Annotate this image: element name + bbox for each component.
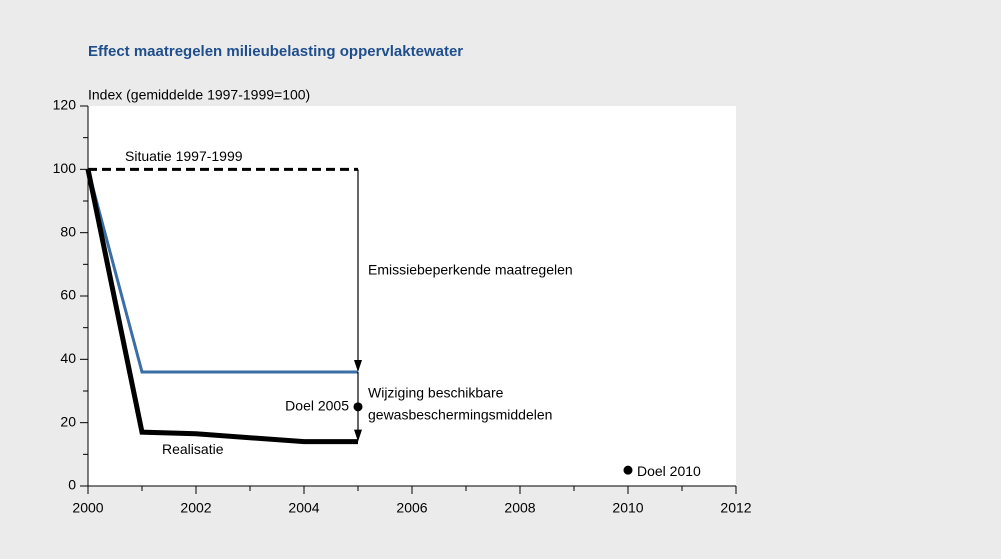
annotation-text: Emissiebeperkende maatregelen <box>368 261 573 277</box>
x-tick-label: 2012 <box>720 500 751 516</box>
y-tick-label: 100 <box>53 160 77 176</box>
arrow-head <box>354 360 362 372</box>
x-tick-label: 2004 <box>288 500 319 516</box>
annotation-text: Wijziging beschikbare <box>368 385 504 401</box>
target-label: Doel 2010 <box>637 463 701 479</box>
y-tick-label: 80 <box>60 223 76 239</box>
target-point <box>623 465 633 475</box>
y-tick-label: 40 <box>60 350 76 366</box>
series-line <box>86 168 358 374</box>
x-tick-label: 2010 <box>612 500 643 516</box>
y-axis-label: Index (gemiddelde 1997-1999=100) <box>88 87 310 103</box>
y-tick-label: 0 <box>68 477 76 493</box>
x-tick-label: 2006 <box>396 500 427 516</box>
target-label: Doel 2005 <box>285 398 349 414</box>
series-line <box>85 168 358 445</box>
x-tick-label: 2002 <box>180 500 211 516</box>
target-point <box>353 402 363 412</box>
x-tick-label: 2000 <box>72 500 103 516</box>
chart-title: Effect maatregelen milieubelasting opper… <box>88 43 463 60</box>
plot-area <box>88 106 736 486</box>
series-label: Realisatie <box>162 441 224 457</box>
x-tick-label: 2008 <box>504 500 535 516</box>
arrow-head <box>354 429 362 442</box>
series-label: Situatie 1997-1999 <box>125 148 243 164</box>
y-tick-label: 120 <box>53 97 77 113</box>
y-tick-label: 20 <box>60 413 76 429</box>
y-tick-label: 60 <box>60 287 76 303</box>
annotation-text: gewasbeschermingsmiddelen <box>368 407 552 423</box>
